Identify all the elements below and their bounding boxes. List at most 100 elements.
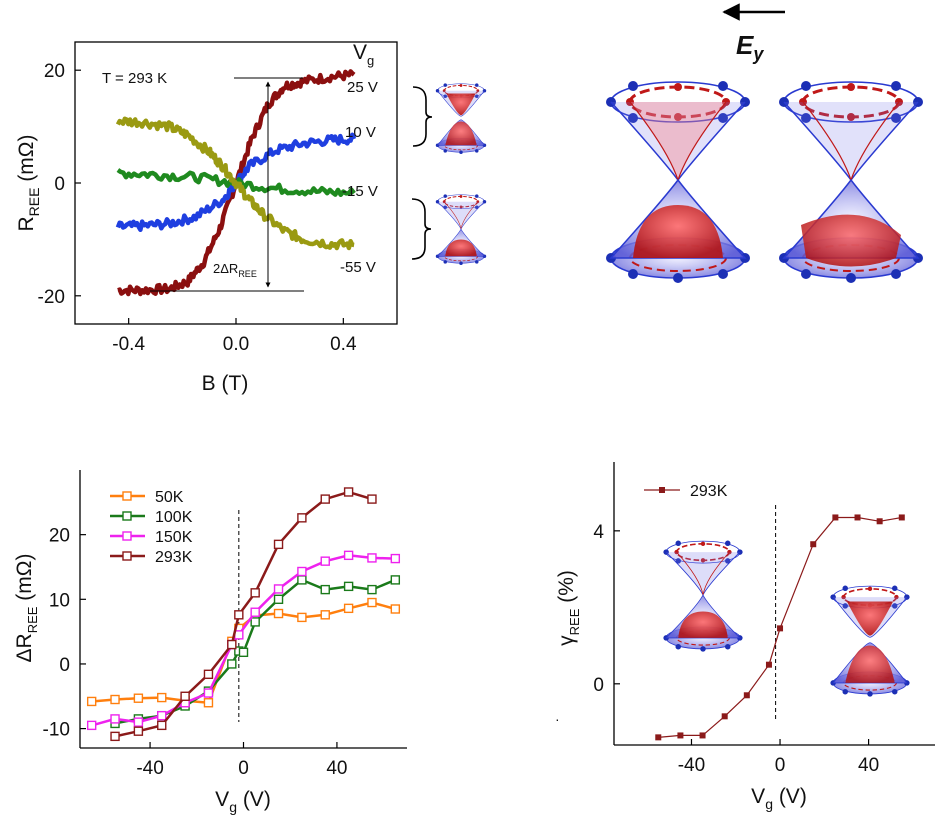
panel-c-legend-marker — [122, 531, 132, 541]
panel-c-point — [203, 669, 214, 679]
cone-dirac-large-right — [779, 81, 923, 283]
panel-d-ytick-label: 4 — [593, 522, 604, 543]
panel-a-delta-label: 2ΔRREE — [213, 261, 257, 279]
panel-d-point — [810, 541, 817, 548]
panel-c-ytick-label: -10 — [43, 720, 70, 741]
panel-c-point — [273, 594, 284, 605]
panel-d-point — [655, 734, 662, 741]
panel-d-point — [721, 713, 728, 720]
panel-a-ticks: -0.4 0.0 0.4 -20 0 20 — [38, 61, 357, 355]
panel-d-xlabel: Vg (V) — [751, 785, 807, 812]
panel-c-legend-label: 50K — [155, 489, 184, 506]
efield-label: Ey — [736, 30, 764, 64]
panel-c-legend-marker — [122, 511, 132, 521]
panel-d-point — [699, 732, 706, 739]
panel-a-series-line — [115, 116, 355, 251]
panel-a-ytick-label: -20 — [38, 287, 65, 308]
panel-c-point — [390, 575, 401, 585]
panel-c-legend-marker — [122, 491, 132, 501]
panel-d-point — [777, 625, 784, 632]
panel-c-xlabel: Vg (V) — [215, 788, 271, 815]
panel-d-xtick-label: 40 — [858, 755, 879, 776]
panel-a-annotation: T = 293 K — [102, 70, 167, 87]
panel-c-point — [273, 539, 284, 550]
panel-c-series — [86, 487, 401, 742]
panel-a-brace-lower — [411, 198, 432, 260]
cone-dirac-small-a — [436, 194, 486, 265]
panel-c-ytick-label: 10 — [49, 590, 70, 611]
panel-c-point — [110, 694, 120, 705]
panel-a-xtick-label: 0.4 — [330, 334, 357, 355]
panel-c-legend-label: 100K — [155, 509, 193, 526]
panel-c-point — [343, 487, 354, 497]
panel-c-point — [367, 597, 377, 608]
efield-indicator: Ey — [722, 3, 785, 64]
panel-c-point — [390, 604, 401, 614]
panel-a-ytick-label: 0 — [54, 174, 65, 195]
panel-d-point — [898, 514, 905, 521]
panel-c-point — [110, 731, 120, 742]
panel-c-point — [110, 714, 120, 724]
panel-c-legend-label: 150K — [155, 529, 193, 546]
panel-d: -40 0 40 0 4 293K Vg (V) γREE (%) · — [555, 462, 935, 812]
panel-c-point — [390, 553, 401, 564]
panel-d-point — [677, 732, 684, 739]
panel-c-point — [320, 610, 330, 620]
panel-a-xtick-label: 0.0 — [223, 334, 249, 355]
panel-a-series — [115, 69, 357, 297]
panel-c-point — [157, 692, 167, 703]
panel-c-legend-marker — [122, 551, 132, 561]
panel-a-xlabel: B (T) — [202, 372, 249, 395]
panel-c-point — [273, 608, 284, 619]
panel-d-point — [832, 514, 839, 521]
panel-a-ylabel: RREE (mΩ) — [15, 135, 42, 232]
panel-d-ylabel: γREE (%) — [555, 570, 582, 646]
panel-d-point — [743, 692, 750, 699]
panel-c-point — [234, 610, 244, 620]
panel-c-ticks: -40 0 40 -10 0 10 20 — [43, 526, 348, 779]
panel-d-legend-marker — [659, 487, 665, 493]
panel-d-point — [876, 518, 883, 525]
panel-a-ytick-label: 20 — [44, 61, 65, 82]
panel-a-xtick-label: -0.4 — [112, 334, 145, 355]
panel-c-point — [297, 566, 307, 577]
panel-a-legend-title: Vg — [353, 41, 374, 68]
panel-c-point — [227, 659, 237, 669]
panel-c-point — [297, 612, 307, 623]
panel-c-point — [367, 553, 377, 563]
panel-c-point — [250, 617, 260, 627]
panel-d-xtick-label: 0 — [775, 755, 786, 776]
cone-dirac-small-d — [663, 541, 742, 652]
panel-c: -40 0 40 -10 0 10 20 50K 100K 150K 293K Vg (V) ΔR… — [13, 470, 407, 815]
panel-c-point — [86, 720, 97, 731]
panel-d-xtick-label: -40 — [678, 755, 705, 776]
panel-c-point — [297, 575, 307, 585]
panel-c-xtick-label: 0 — [238, 758, 249, 779]
panel-c-point — [343, 550, 354, 561]
panel-c-point — [238, 647, 249, 658]
panel-c-point — [227, 639, 237, 650]
panel-c-point — [203, 698, 214, 708]
panel-c-point — [157, 710, 167, 721]
panel-c-point — [297, 513, 307, 523]
panel-a-series-label-25V: 25 V — [347, 79, 378, 96]
cone-gapped-small-d — [830, 586, 909, 697]
panel-c-point — [250, 607, 260, 617]
panel-d-legend-label: 293K — [690, 483, 728, 500]
panel-d-point — [854, 514, 861, 521]
panel-d-stray-mark: · — [555, 711, 560, 727]
panel-c-point — [133, 717, 144, 727]
panel-c-point — [203, 688, 214, 698]
panel-c-point — [343, 581, 354, 592]
panel-c-point — [157, 720, 167, 731]
panel-a-series-label-10V: 10 V — [345, 124, 376, 141]
panel-d-legend: 293K — [644, 483, 728, 500]
panel-c-point — [320, 556, 330, 566]
panel-c-ytick-label: 20 — [49, 526, 70, 547]
panel-a-series-label-m15V: -15 V — [342, 183, 378, 200]
panel-d-series — [655, 505, 905, 741]
panel-c-point — [367, 494, 377, 504]
panel-c-point — [320, 584, 330, 595]
panel-d-point — [765, 661, 772, 668]
